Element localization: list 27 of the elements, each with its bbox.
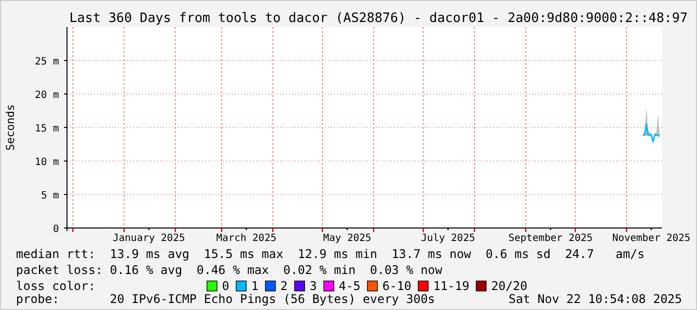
text: 3: [310, 279, 317, 293]
text: 2: [280, 279, 288, 293]
x-tick-label: January 2025: [112, 233, 186, 244]
text: 20/20: [491, 279, 528, 293]
chart-title: Last 360 Days from tools to dacor (AS28876) - dacor01 - 2a00:9d80:9000:2::48:97: [69, 11, 688, 26]
x-tick-label: July 2025: [420, 233, 476, 244]
text: 6-10: [382, 279, 412, 293]
text: median rtt: 13.9 ms avg 15.5 ms max 12.9 ms min 13.7 ms now 0.6 ms sd 24.7 am/s: [16, 247, 645, 261]
x-tick-label: September 2025: [508, 233, 593, 244]
x-tick-label: May 2025: [323, 233, 372, 244]
text: loss color:: [16, 279, 96, 293]
y-tick-label: 5 m: [40, 190, 59, 202]
y-tick-label: 0: [52, 224, 59, 235]
text: 1: [251, 279, 258, 293]
text: 4-5: [338, 279, 360, 293]
text: 11-19: [433, 279, 470, 293]
text: probe: 20 IPv6-ICMP Echo Pings (56 Bytes) every 300s: [16, 292, 436, 306]
x-tick-label: March 2025: [216, 233, 277, 244]
y-tick-label: 15 m: [34, 124, 59, 134]
x-tick-label: November 2025: [612, 233, 690, 244]
text: packet loss: 0.16 % avg 0.46 % max 0.02 % min 0.03 % now: [16, 263, 444, 277]
y-tick-label: 25 m: [34, 56, 59, 68]
text: 0: [222, 279, 230, 293]
y-tick-label: 10 m: [34, 157, 59, 168]
y-tick-label: 20 m: [34, 90, 59, 101]
y-axis-title: Seconds: [4, 104, 17, 151]
text: Sat Nov 22 10:54:08 2025: [508, 292, 682, 306]
